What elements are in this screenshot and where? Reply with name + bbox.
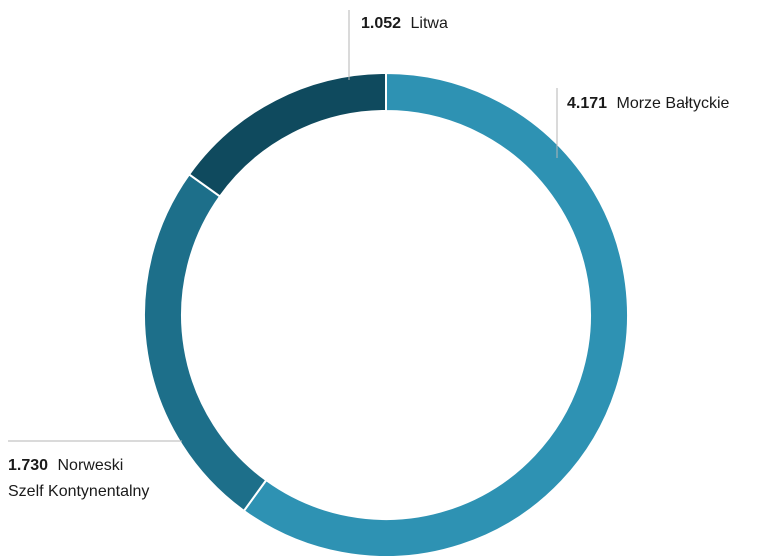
slice-name-norweski-line1: Norweski xyxy=(58,457,124,474)
slice-value-litwa: 1.052 xyxy=(361,15,401,32)
slice-label-norweski: 1.730 Norweski xyxy=(8,457,123,474)
slice-value-norweski: 1.730 xyxy=(8,457,48,474)
donut-slices xyxy=(143,72,629,556)
slice-name-litwa: Litwa xyxy=(411,15,448,32)
slice-label-morze-baltyckie: 4.171 Morze Bałtyckie xyxy=(567,95,730,112)
slice-name-norweski-line2: Szelf Kontynentalny xyxy=(8,483,149,500)
slice-morze-baltyckie xyxy=(242,72,629,556)
leader-lines xyxy=(8,10,558,442)
slice-label-litwa: 1.052 Litwa xyxy=(361,15,448,32)
slice-litwa xyxy=(188,72,387,198)
slice-name-morze-baltyckie: Morze Bałtyckie xyxy=(617,95,730,112)
slice-labels: 1.052 Litwa 4.171 Morze Bałtyckie 1.730 … xyxy=(8,15,730,500)
slice-norweski-szelf-kontynentalny xyxy=(143,173,268,512)
slice-value-morze-baltyckie: 4.171 xyxy=(567,95,607,112)
